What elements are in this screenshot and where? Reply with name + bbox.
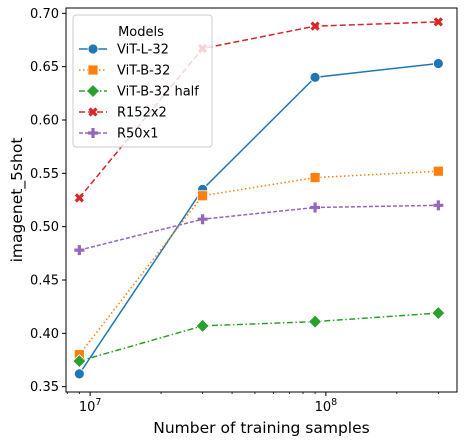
series-line xyxy=(78,21,439,199)
legend-entries: ViT-L-32 ViT-B-32 ViT-B-32 half R152x2 R50x1 xyxy=(79,43,199,142)
data-point xyxy=(195,318,210,333)
series-lines xyxy=(72,17,446,380)
data-point xyxy=(308,314,323,329)
series-line xyxy=(79,204,439,251)
y-tick-label: 0.55 xyxy=(30,167,59,182)
legend-marker xyxy=(88,128,98,138)
series-line xyxy=(79,312,439,362)
y-tick-label: 0.65 xyxy=(30,60,59,75)
x-axis-title: Number of training samples xyxy=(153,419,369,437)
data-point xyxy=(72,354,87,369)
legend-label: ViT-L-32 xyxy=(117,43,169,58)
legend-label: ViT-B-32 half xyxy=(117,85,199,100)
legend-entry: R152x2 xyxy=(79,106,167,121)
data-point xyxy=(433,200,444,211)
x-ticks: 107 108 xyxy=(66,392,439,415)
legend-marker xyxy=(88,107,98,117)
data-point xyxy=(74,193,84,203)
series-4 xyxy=(74,200,444,256)
series-1 xyxy=(73,165,444,361)
legend-title: Models xyxy=(118,25,164,40)
y-tick-label: 0.50 xyxy=(30,220,59,235)
y-tick-label: 0.60 xyxy=(30,114,59,129)
legend-entry: ViT-B-32 half xyxy=(79,83,199,100)
data-point xyxy=(432,58,444,69)
y-tick-label: 0.35 xyxy=(30,380,59,395)
y-tick-label: 0.40 xyxy=(30,327,59,342)
y-tick-label: 0.45 xyxy=(30,274,59,289)
legend-entry: ViT-B-32 xyxy=(79,64,170,79)
data-point xyxy=(433,17,443,27)
data-point xyxy=(310,21,320,31)
legend: Models ViT-L-32 ViT-B-32 ViT-B-32 half R152… xyxy=(72,14,213,148)
legend-entry: ViT-L-32 xyxy=(79,43,169,58)
legend-label: R50x1 xyxy=(117,127,159,142)
data-point xyxy=(309,71,321,83)
data-point xyxy=(431,306,446,321)
y-tick-label: 0.70 xyxy=(30,7,59,22)
x-tick-label: 107 xyxy=(79,397,102,415)
data-point xyxy=(197,190,209,202)
series-line xyxy=(78,170,439,356)
series-2 xyxy=(72,306,446,369)
data-point xyxy=(73,368,85,380)
x-tick-label: 108 xyxy=(315,397,338,415)
legend-label: ViT-B-32 xyxy=(117,64,170,79)
data-point xyxy=(74,245,85,256)
data-point xyxy=(309,172,321,184)
y-axis-title: imagenet_5shot xyxy=(8,138,27,263)
legend-marker xyxy=(87,64,99,76)
y-ticks: 0.35 0.40 0.45 0.50 0.55 0.60 0.65 0.70 xyxy=(30,7,66,395)
data-point xyxy=(432,165,444,177)
legend-marker xyxy=(87,43,99,55)
plot-frame xyxy=(65,7,458,393)
data-point xyxy=(197,214,208,225)
legend-label: R152x2 xyxy=(117,106,167,121)
legend-marker xyxy=(85,83,101,99)
legend-box xyxy=(72,14,213,148)
series-line xyxy=(78,62,439,375)
data-point xyxy=(310,202,321,213)
legend-entry: R50x1 xyxy=(79,127,159,142)
